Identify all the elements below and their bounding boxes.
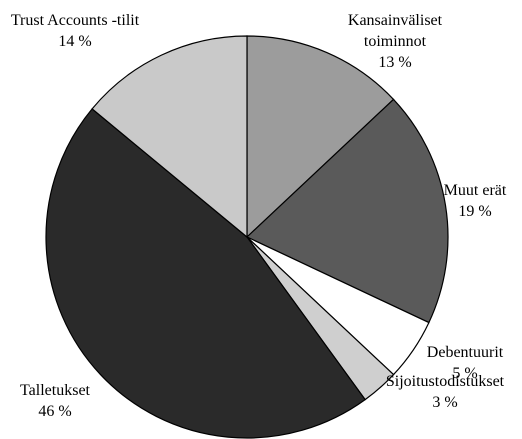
slice-label: Kansainväliset toiminnot 13 % — [320, 10, 470, 73]
category-label: Talletukset — [20, 382, 90, 399]
slice-label: Muut erät 19 % — [430, 180, 520, 222]
value-label: 14 % — [58, 33, 92, 50]
category-label: Kansainväliset toiminnot — [347, 12, 443, 50]
slice-label: Trust Accounts -tilit 14 % — [5, 10, 145, 52]
category-label: Muut erät — [443, 182, 507, 199]
category-label: Sijoitustodistukset — [385, 373, 505, 390]
value-label: 46 % — [38, 403, 72, 420]
value-label: 13 % — [378, 54, 412, 71]
value-label: 3 % — [432, 394, 458, 411]
pie-slice — [246, 35, 395, 239]
value-label: 19 % — [458, 203, 492, 220]
pie-slice — [91, 35, 248, 239]
slice-label: Sijoitustodistukset 3 % — [368, 371, 522, 413]
pie-slice — [245, 98, 449, 324]
category-label: Debentuurit — [426, 344, 504, 361]
slice-label: Debentuurit 5 % — [415, 342, 515, 384]
slice-label: Talletukset 46 % — [0, 380, 110, 422]
category-label: Trust Accounts -tilit — [10, 12, 140, 29]
value-label: 5 % — [452, 365, 478, 382]
pie-slice — [45, 108, 366, 439]
